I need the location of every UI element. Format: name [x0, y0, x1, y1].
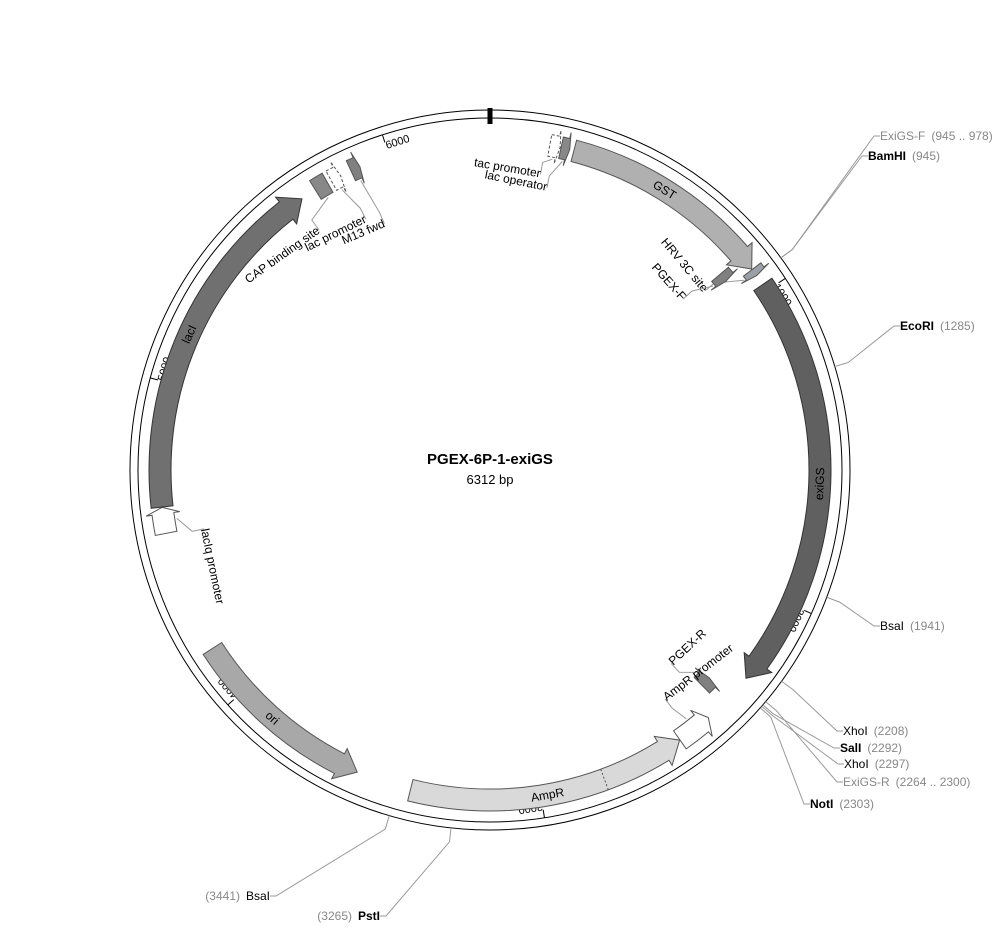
site-label-xhoi1: XhoI(2208) [843, 724, 908, 738]
feature-ori [203, 643, 357, 779]
site-label-bsai1: BsaI(1941) [880, 619, 945, 633]
plasmid-title: PGEX-6P-1-exiGS [427, 451, 553, 468]
feature-leader [547, 161, 562, 187]
site-label-exigsf: ExiGS-F(945 .. 978) [880, 129, 993, 143]
feature-label-ampr-prom: AmpR promoter [660, 641, 736, 704]
feature-m13fwd [346, 152, 364, 183]
feature-label-laciq-prom: lacIq promoter [198, 527, 227, 605]
site-label-bsai2: (3441)BsaI [205, 889, 270, 903]
site-label-noti: NotI(2303) [810, 797, 874, 811]
site-leader-exigsr [766, 702, 843, 782]
site-leader-bamhi [781, 156, 868, 258]
feature-laci [149, 197, 302, 508]
site-leader-exigsf [781, 136, 880, 258]
site-leader-ecori [835, 326, 900, 366]
feature-gst [571, 140, 752, 269]
site-label-psti: (3265)PstI [317, 909, 380, 923]
feature-leader [541, 159, 553, 174]
plasmid-size: 6312 bp [467, 472, 514, 487]
feature-label-exigs: exiGS [812, 467, 827, 500]
backbone-outer [130, 110, 850, 830]
tick-label: 6000 [384, 133, 411, 152]
plasmid-map: 100020003000400050006000tac promoterlac … [0, 0, 1000, 940]
site-leader-bsai1 [827, 597, 880, 626]
site-leader-psti [380, 828, 451, 916]
backbone-inner [138, 118, 842, 822]
site-label-ecori: EcoRI(1285) [900, 319, 975, 333]
site-leader-noti [760, 708, 810, 804]
site-label-sali: SalI(2292) [840, 741, 902, 755]
site-label-bamhi: BamHI(945) [868, 149, 940, 163]
site-leader-bsai2 [270, 816, 389, 896]
feature-pgex-f [711, 267, 737, 290]
site-label-exigsr: ExiGS-R(2264 .. 2300) [843, 775, 970, 789]
feature-ampr-prom [674, 710, 713, 749]
site-label-xhoi2: XhoI(2297) [844, 757, 909, 771]
feature-laciq-prom [146, 507, 180, 535]
